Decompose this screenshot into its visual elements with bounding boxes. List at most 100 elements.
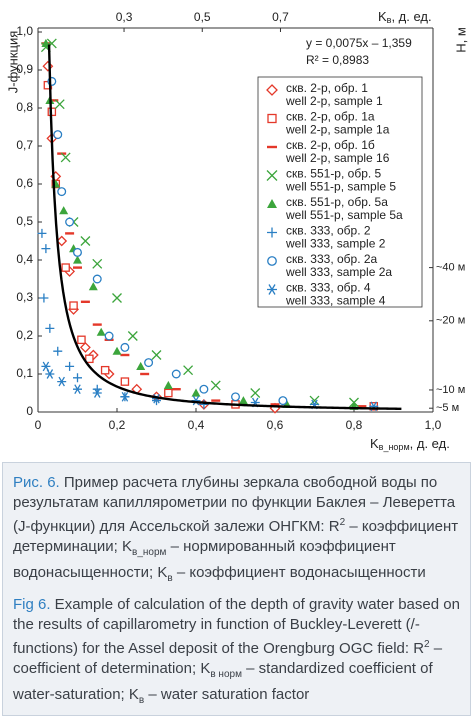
legend-label-en: well 333, sample 2a [285,265,392,279]
legend-label: скв. 551-р, обр. 5 [286,167,382,181]
point [85,354,94,364]
legend-marker [267,199,277,208]
point [164,388,173,398]
caption-text: в [138,695,145,706]
marker-shape [59,206,69,215]
point [92,274,102,284]
marker-shape [231,392,240,402]
point [69,301,78,310]
marker-shape [61,263,70,272]
legend-marker [267,227,277,238]
point [136,361,146,370]
chart: J-функция H, м Kв_норм, д. ед. Kв, д. ед… [5,9,468,452]
marker-shape [69,301,78,310]
marker-shape [267,284,277,295]
point [57,376,67,387]
x-label-main: K [370,436,379,451]
point [45,323,55,333]
point [54,99,65,110]
point [92,388,102,398]
caption-paragraph: Рис. 6. Пример расчета глубины зеркала с… [13,473,460,589]
marker-shape [92,274,102,284]
marker-shape [73,373,82,383]
point [171,369,181,379]
y2-axis-label: H, м [453,27,468,53]
marker-shape [266,84,278,96]
legend-label-en: well 551-р, sample 5a [285,208,403,222]
point [73,384,82,395]
x-tick-label: 0,4 [188,418,205,432]
point [100,365,110,375]
point [37,228,47,238]
legend-label: скв. 333, обр. 2а [286,252,378,266]
caption-text: в [167,573,173,584]
point [278,396,288,406]
marker-shape [37,228,47,238]
marker-shape [96,327,106,336]
caption-text: 2 [339,517,346,528]
point [144,358,154,368]
marker-shape [73,384,82,395]
y-tick-label: 0,1 [16,366,33,380]
legend-marker [266,170,278,181]
marker-shape [127,331,138,341]
point [112,346,122,355]
y-tick-label: 0,4 [16,252,33,266]
marker-shape [73,255,82,264]
caption-text: – коэффициент водонасыщенности [172,564,426,581]
fit-curve [47,44,402,411]
marker-shape [45,323,55,333]
legend-label-en: well 2-р, sample 16 [285,151,390,165]
marker-shape [171,369,181,379]
marker-shape [266,170,278,181]
marker-shape [60,152,71,163]
caption: Рис. 6. Пример расчета глубины зеркала с… [2,462,471,716]
caption-text: – коэффициент детерминации; K [13,518,459,555]
caption-text: в норм [210,669,242,680]
point [120,377,130,386]
point [53,346,63,356]
marker-shape [238,396,248,405]
legend-label-en: well 2-р, sample 1a [285,123,390,137]
x2-tick-label: 0,3 [116,10,133,24]
point [53,130,63,140]
r-squared: R² = 0,8983 [306,53,369,67]
h-label: ~20 м [436,315,465,327]
marker-shape [120,391,130,402]
legend-label: скв. 333, обр. 4 [286,281,371,295]
point [77,335,86,345]
marker-shape [164,388,173,398]
caption-text: – standardized coefficient of water-satu… [13,660,433,703]
y-tick-label: 0,3 [16,290,33,304]
point [42,60,54,72]
legend-marker [267,284,277,295]
marker-shape [56,235,68,247]
caption-text: Fig 6. [13,596,51,613]
point [92,258,103,269]
legend-marker [267,256,277,266]
marker-shape [151,350,162,360]
point [65,361,75,371]
point [120,342,130,352]
legend-marker [266,84,278,96]
marker-shape [54,99,65,110]
point [250,388,261,398]
marker-shape [39,293,49,303]
point [127,331,138,341]
point [210,380,221,391]
marker-shape [65,361,75,371]
point [163,380,173,389]
point [120,391,130,402]
legend-label-en: well 551-р, sample 5 [285,180,396,194]
x-tick-label: 1,0 [425,418,442,432]
point [61,263,70,272]
x-label-sub: в_норм [379,442,410,452]
marker-shape [144,358,154,368]
x-tick-label: 0 [35,418,42,432]
legend-label-en: well 2-р, sample 1 [285,94,383,108]
marker-shape [278,396,288,406]
marker-shape [309,395,320,406]
marker-shape [191,388,201,397]
marker-shape [267,256,277,266]
point [59,206,69,215]
